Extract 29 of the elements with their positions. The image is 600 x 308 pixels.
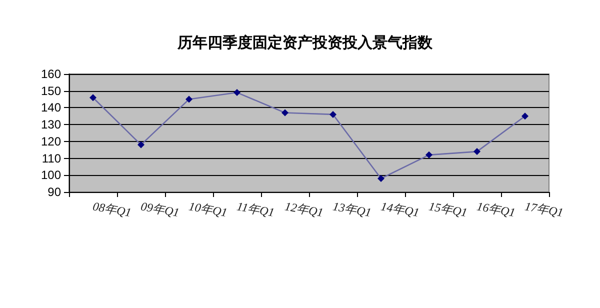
y-tick-label: 130 bbox=[40, 118, 62, 132]
y-tick-label: 110 bbox=[42, 151, 62, 166]
point bbox=[186, 96, 192, 103]
x-tick-label: 10年Q1 bbox=[188, 199, 228, 220]
point bbox=[474, 148, 480, 156]
point bbox=[90, 94, 96, 102]
x-tick-label: 08年Q1 bbox=[92, 199, 132, 220]
point bbox=[426, 151, 432, 158]
x-tick-label: 13年Q1 bbox=[332, 199, 372, 220]
point bbox=[378, 175, 384, 182]
y-tick-label: 150 bbox=[40, 84, 62, 98]
x-tick-label: 12年Q1 bbox=[284, 199, 324, 220]
y-tick-label: 120 bbox=[40, 134, 62, 148]
point bbox=[330, 110, 336, 118]
y-tick-label: 140 bbox=[40, 100, 62, 115]
y-tick-label: 90 bbox=[48, 185, 62, 199]
chart-title: 历年四季度固定资产投资投入景气指数 bbox=[176, 34, 434, 52]
x-tick-label: 11年Q1 bbox=[236, 199, 276, 220]
point bbox=[522, 112, 528, 120]
point bbox=[234, 89, 240, 96]
x-tick-label: 17年Q1 bbox=[524, 199, 564, 220]
point bbox=[138, 141, 144, 148]
y-tick-label: 160 bbox=[40, 67, 62, 81]
y-tick-label: 100 bbox=[40, 168, 62, 182]
x-tick-label: 16年Q1 bbox=[476, 199, 516, 220]
x-tick-label: 15年Q1 bbox=[428, 199, 468, 220]
point bbox=[282, 109, 288, 116]
x-tick-label: 14年Q1 bbox=[380, 199, 420, 220]
x-tick-label: 09年Q1 bbox=[140, 199, 180, 220]
